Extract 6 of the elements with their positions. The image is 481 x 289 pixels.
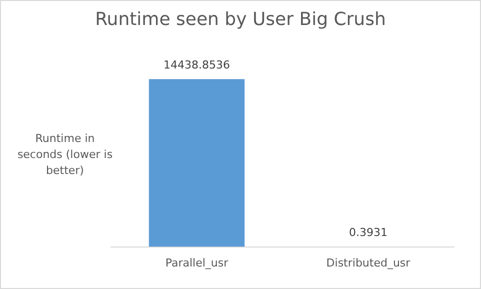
data-label: 14438.8536	[164, 58, 230, 72]
chart-title: Runtime seen by User Big Crush	[94, 9, 387, 30]
y-axis-title: Runtime in seconds (lower is better)	[16, 131, 114, 179]
x-tick-label: Parallel_usr	[165, 256, 229, 270]
data-label: 0.3931	[349, 226, 388, 240]
x-tick-label: Distributed_usr	[326, 256, 411, 270]
